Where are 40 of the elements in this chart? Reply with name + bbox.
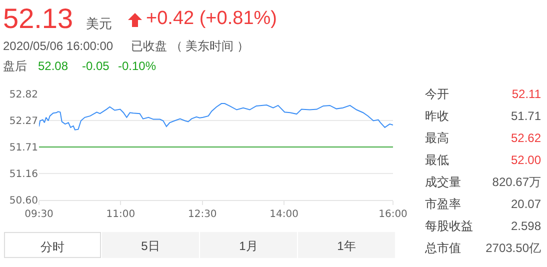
text: 20.07: [510, 197, 541, 211]
line-series: [39, 103, 393, 130]
text: 最高: [425, 131, 449, 145]
y-tick-label: 52.27: [9, 116, 38, 127]
y-tick-label: 50.60: [9, 196, 38, 206]
x-tick-label: 16:00: [378, 209, 408, 220]
text: 美元: [86, 16, 112, 31]
text: 市盈率: [425, 197, 461, 211]
text: -0.05: [82, 59, 110, 73]
text: 52.00: [510, 153, 541, 167]
text: 每股收益: [425, 219, 473, 233]
text: 52.11: [512, 87, 541, 101]
x-tick-label: 11:00: [106, 209, 136, 220]
y-tick-label: 51.16: [9, 168, 38, 180]
text: 昨收: [425, 109, 449, 123]
text: -0.10%: [118, 59, 156, 73]
text: 52.62: [510, 131, 541, 145]
text: 已收盘 （ 美东时间 ）: [131, 39, 250, 53]
text: 2703.50亿: [486, 241, 541, 255]
text: 盘后: [3, 59, 27, 73]
x-tick-label: 09:30: [24, 209, 54, 220]
text: 今开: [425, 87, 449, 101]
text: 51.71: [510, 109, 541, 123]
text: 2020/05/06 16:00:00: [3, 39, 114, 53]
x-tick-label: 12:30: [188, 209, 217, 220]
tab-button: 分时: [4, 232, 101, 258]
tab-button: 1年: [298, 232, 395, 258]
y-tick-label: 52.82: [9, 90, 38, 100]
text: 成交量: [425, 175, 461, 189]
x-tick-label: 14:00: [270, 209, 298, 220]
text: 总市值: [425, 241, 461, 255]
tab-button: 1月: [200, 232, 297, 258]
text: 52.08: [38, 59, 68, 73]
y-tick-label: 51.71: [9, 142, 38, 154]
text: 2.598: [510, 219, 541, 233]
text: 52.13: [3, 3, 74, 34]
tab-button: 5日: [102, 232, 199, 258]
text: 820.67万: [492, 175, 541, 189]
text: +0.42 (+0.81%): [146, 8, 277, 29]
text: 最低: [425, 153, 449, 167]
